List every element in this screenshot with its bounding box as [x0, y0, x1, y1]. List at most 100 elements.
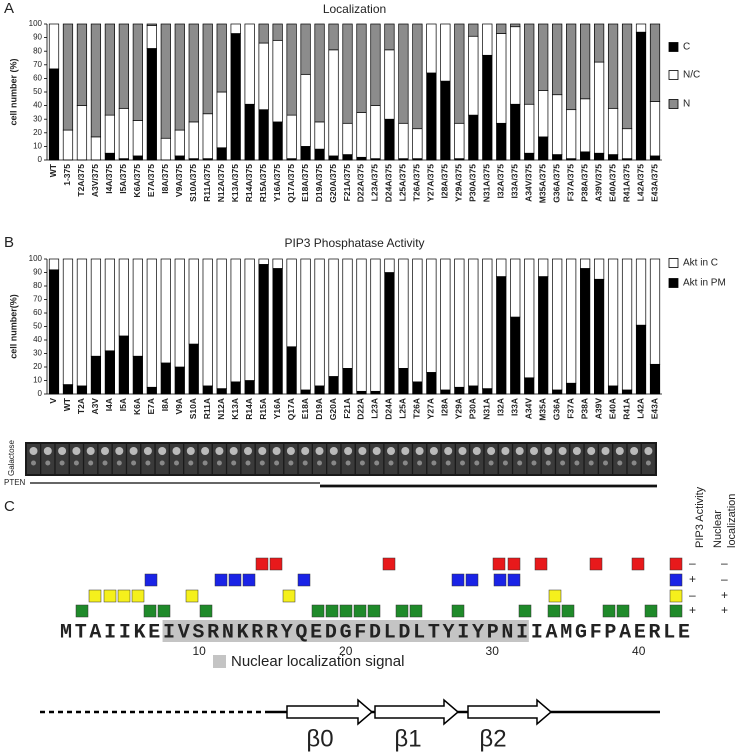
gel-spot	[86, 447, 95, 455]
bar-segment	[286, 114, 297, 159]
strand-label: β1	[394, 725, 421, 752]
y-tick-label: 90	[33, 33, 42, 42]
residue-square	[117, 589, 131, 603]
y-tick-label: 70	[33, 295, 42, 304]
residue-square	[547, 604, 561, 618]
bar-segment	[538, 258, 549, 277]
bar-segment	[230, 381, 241, 395]
gel-spot	[488, 460, 494, 466]
bar-segment	[566, 109, 577, 159]
x-tick-label: Q17A	[286, 398, 296, 420]
bar-segment	[90, 355, 102, 395]
x-tick-label: V9A/375	[174, 164, 184, 197]
x-tick-label: A39V	[593, 398, 603, 420]
residue-square	[144, 573, 158, 587]
bar-segment	[370, 390, 381, 395]
gel-spot	[329, 447, 338, 455]
x-tick-label: A3V	[90, 398, 100, 415]
bar-segment	[440, 258, 451, 391]
bar-segment	[384, 118, 395, 161]
x-tick-label: D19A/375	[314, 164, 324, 203]
residue-square	[644, 604, 658, 618]
bar-segment	[398, 23, 409, 124]
bar-segment	[90, 258, 102, 357]
bar-segment	[426, 23, 437, 74]
bar-segment	[607, 23, 619, 109]
x-tick-label: Y27A	[426, 398, 436, 419]
x-tick-label: N12A/375	[216, 164, 226, 203]
bar-segment	[300, 258, 311, 391]
x-tick-label: I32A	[496, 398, 506, 416]
x-tick-label: E43A/375	[649, 164, 659, 202]
residue-square	[143, 604, 157, 618]
x-tick-label: L23A/375	[370, 164, 380, 202]
nls-legend-label: Nuclear localization signal	[231, 653, 404, 670]
x-tick-label: R11A/375	[202, 164, 212, 202]
bar-segment	[230, 258, 241, 383]
column-header-line: Nuclear	[712, 510, 724, 548]
bar-segment	[230, 23, 241, 34]
strand-label: β2	[479, 725, 506, 752]
gel-spot	[560, 460, 566, 466]
bar-segment	[300, 23, 311, 75]
gel-spot	[601, 447, 610, 455]
bar-segment	[328, 376, 339, 395]
bar-segment	[566, 23, 577, 111]
column-header: PIP3 Activity	[694, 486, 706, 548]
y-tick-label: 100	[29, 19, 43, 28]
x-tick-label: I5A	[118, 398, 128, 411]
gel-spot	[372, 447, 381, 455]
gel-spot	[345, 460, 351, 466]
bar-segment	[510, 258, 521, 318]
bar-segment	[552, 94, 563, 155]
legend-swatch	[668, 42, 679, 52]
x-tick-label: S10A	[188, 398, 198, 419]
bar-segment	[174, 155, 185, 161]
bar-segment	[454, 258, 465, 388]
bar-segment	[524, 103, 535, 154]
bar-segment	[230, 33, 241, 161]
bar-segment	[370, 23, 381, 106]
residue-square	[616, 604, 630, 618]
bar-segment	[62, 258, 74, 385]
gel-spot	[58, 447, 67, 455]
residue-square	[185, 589, 199, 603]
residue-square	[282, 589, 296, 603]
gel-spot	[129, 447, 138, 455]
position-label: 40	[632, 644, 646, 658]
bar-segment	[552, 258, 563, 391]
x-tick-label: R15A	[258, 398, 268, 420]
bar-segment	[146, 23, 157, 26]
bar-segment	[552, 154, 563, 161]
bar-segment	[426, 258, 437, 373]
x-tick-label: F37A/375	[565, 164, 575, 202]
gel-spot	[102, 460, 108, 466]
x-tick-label: Y29A/375	[454, 164, 464, 202]
sign: –	[689, 588, 696, 602]
bar-segment	[328, 155, 339, 161]
bar-segment	[454, 386, 465, 395]
x-tick-label: N31A/375	[482, 164, 492, 203]
bar-segment	[593, 61, 605, 154]
bar-segment	[412, 381, 423, 395]
bar-segment	[342, 368, 353, 395]
bar-segment	[174, 258, 185, 368]
gel-spot	[545, 460, 551, 466]
residue-square	[242, 573, 256, 587]
gel-spot	[603, 460, 608, 466]
x-tick-label: N12A	[216, 398, 226, 420]
gel-spot	[186, 447, 195, 455]
bar-segment	[188, 343, 199, 395]
bar-segment	[132, 120, 143, 157]
x-tick-label: R11A	[202, 398, 212, 419]
gel-spot	[445, 460, 451, 466]
legend-square	[669, 589, 683, 603]
bar-segment	[524, 152, 535, 161]
bar-segment	[607, 107, 619, 155]
bar-segment	[202, 258, 213, 387]
gel-spot	[274, 460, 280, 466]
gel-spot	[43, 447, 52, 455]
x-tick-label: V	[48, 398, 58, 404]
bar-segment	[146, 386, 157, 395]
x-tick-label: I33A	[509, 398, 519, 416]
